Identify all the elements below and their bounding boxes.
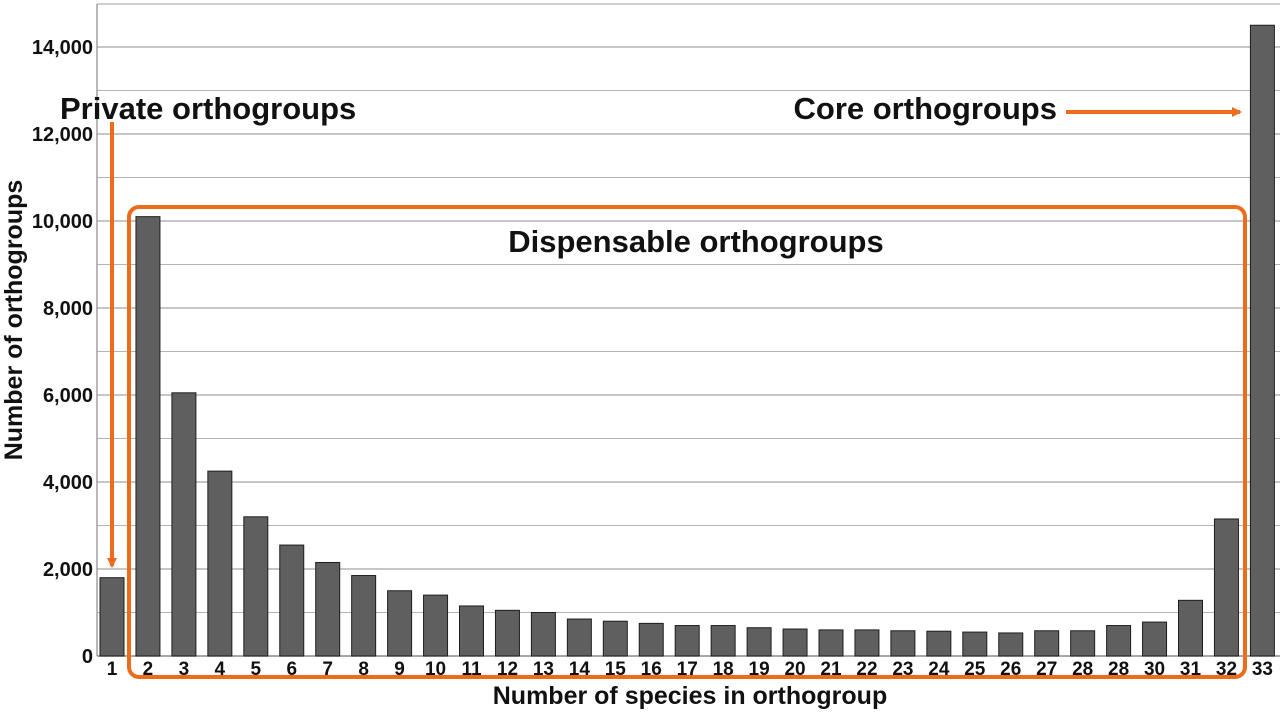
x-tick-label: 30 [1144,659,1165,680]
bar [494,609,520,657]
x-tick-label: 10 [425,659,446,680]
x-tick-label: 24 [928,659,950,680]
dispensable-orthogroups-label: Dispensable orthogroups [508,224,883,259]
x-tick-label: 21 [820,659,842,680]
x-tick-label: 15 [605,659,627,680]
x-axis-title: Number of species in orthogroup [493,682,887,710]
bar [1178,599,1203,657]
bar [962,631,988,657]
x-tick-label: 20 [784,659,805,680]
y-tick-label: 2,000 [43,559,93,581]
x-tick-label: 12 [497,659,518,680]
dispensable-region-box [127,205,1247,679]
x-tick-label: 25 [964,659,986,680]
bar [926,630,952,657]
bar [351,575,377,657]
y-tick-label: 6,000 [43,385,93,407]
bar [243,516,269,657]
bar [782,628,808,657]
bar [746,627,772,657]
x-tick-label: 2 [143,659,154,680]
private-orthogroups-label: Private orthogroups [60,91,356,126]
core-orthogroups-label: Core orthogroups [794,91,1058,126]
x-tick-label: 9 [394,659,405,680]
bar [207,470,233,657]
x-tick-label: 7 [322,659,333,680]
x-tick-label: 31 [1180,659,1202,680]
y-tick-label: 0 [82,646,93,668]
x-tick-label: 28 [1072,659,1093,680]
bar [279,544,305,657]
bar [135,216,161,657]
bar [1034,630,1060,657]
x-tick-label: 28 [1108,659,1129,680]
x-tick-label: 22 [856,659,877,680]
bar [710,625,736,657]
x-tick-label: 13 [533,659,554,680]
x-tick-label: 23 [892,659,913,680]
bar [1213,518,1239,657]
bar [1142,621,1168,657]
bar [998,632,1024,657]
tick-labels: 0 2,000 4,000 6,000 8,000 10,000 12,000 14,000 1… [32,37,1273,680]
bar [674,625,700,657]
bar [315,561,341,657]
x-tick-label: 18 [713,659,734,680]
bar [1249,24,1275,657]
y-tick-label: 12,000 [32,124,93,146]
y-axis-title: Number of orthogroups [0,180,28,461]
x-tick-label: 4 [215,659,226,680]
bar [459,605,484,657]
x-tick-label: 33 [1252,659,1273,680]
bar [171,392,197,657]
x-tick-label: 17 [677,659,698,680]
y-tick-label: 8,000 [43,298,93,320]
bar [890,630,916,657]
y-tick-label: 4,000 [43,472,93,494]
bar [854,629,880,657]
bar [602,620,628,657]
bar [1106,625,1132,657]
bar [1070,630,1096,657]
x-tick-label: 26 [1000,659,1021,680]
x-tick-label: 5 [251,659,262,680]
x-tick-label: 1 [107,659,118,680]
x-tick-label: 3 [179,659,190,680]
gridlines [96,3,1280,657]
bar [566,618,592,657]
x-tick-label: 19 [749,659,770,680]
bar [638,622,664,657]
x-tick-label: 6 [286,659,297,680]
bar [530,612,556,657]
bar [423,594,449,657]
x-tick-label: 16 [641,659,662,680]
x-tick-label: 8 [358,659,369,680]
bars [99,24,1275,657]
bar [818,629,844,657]
x-tick-label: 11 [461,659,482,680]
x-tick-label: 27 [1036,659,1057,680]
x-tick-label: 14 [569,659,591,680]
x-tick-label: 32 [1216,659,1237,680]
bar [99,577,125,657]
y-tick-label: 14,000 [32,37,93,59]
bar [387,590,413,657]
y-tick-label: 10,000 [32,211,93,233]
